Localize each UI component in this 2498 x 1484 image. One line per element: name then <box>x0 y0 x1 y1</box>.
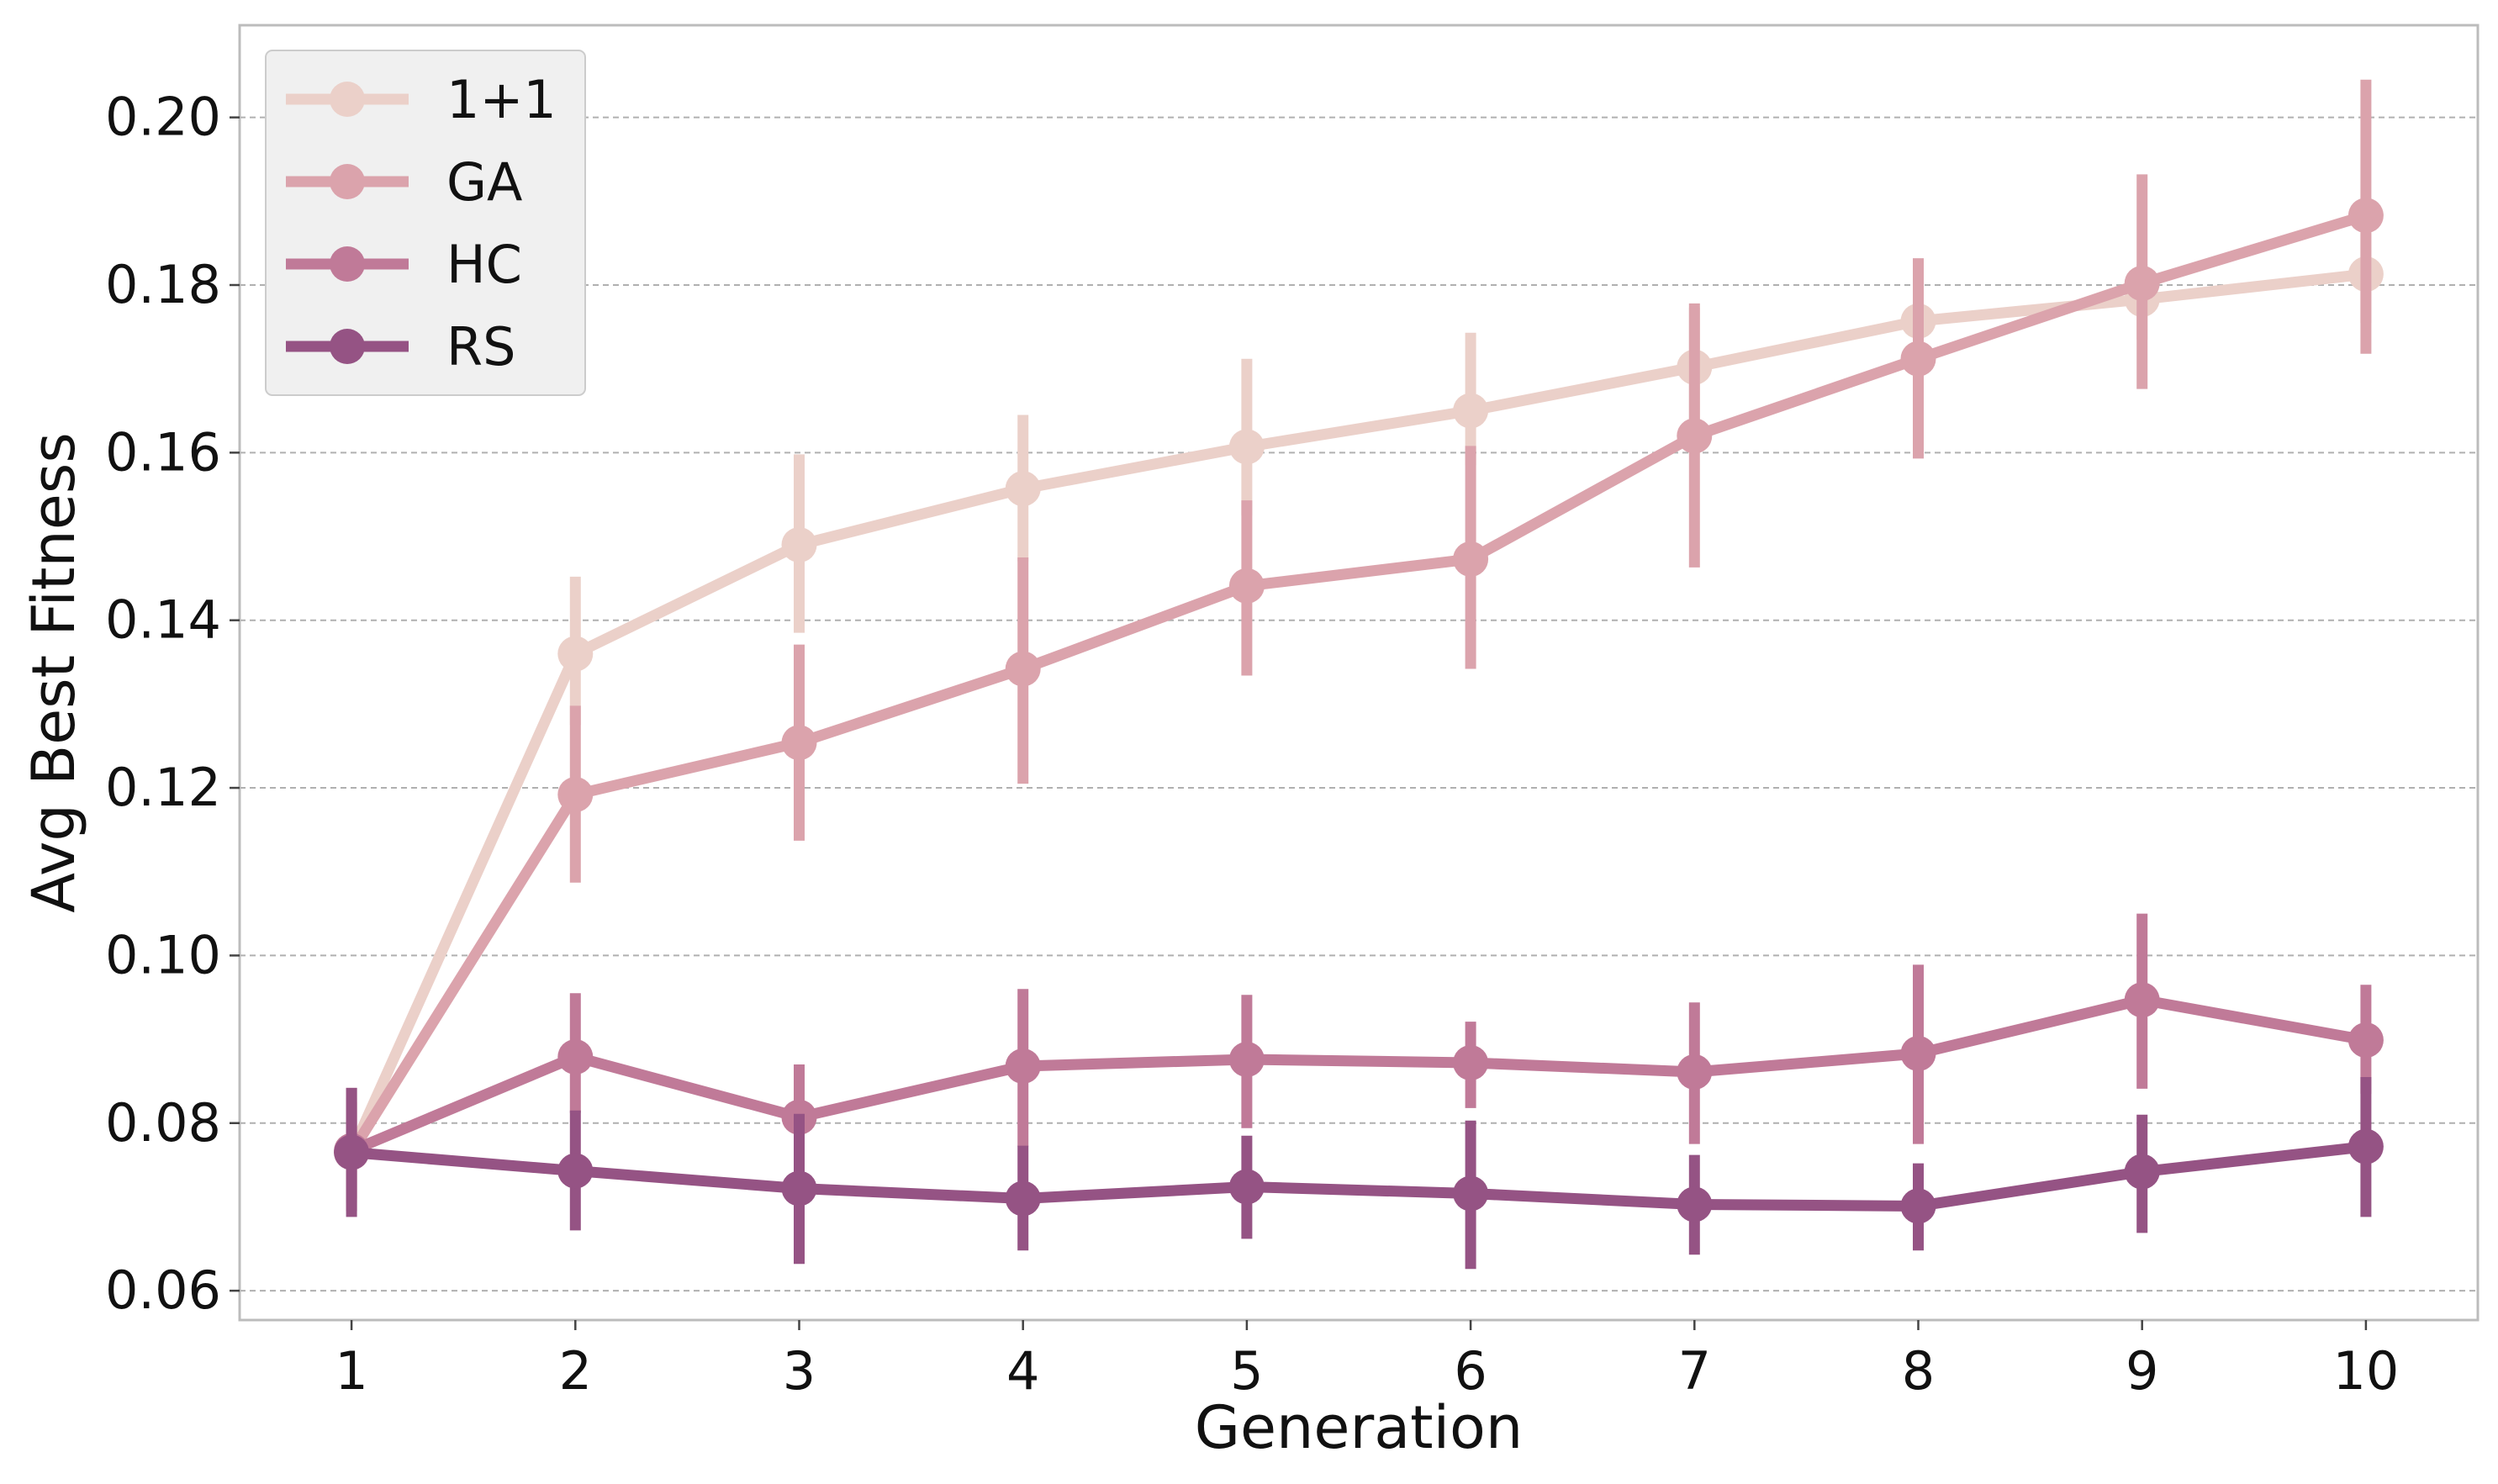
data-point <box>781 1170 817 1207</box>
legend-box <box>265 50 586 396</box>
data-point <box>2347 1022 2384 1059</box>
x-tick-label: 2 <box>559 1340 592 1402</box>
y-tick-label: 0.06 <box>105 1260 221 1321</box>
legend-item-GA: GA <box>286 151 522 213</box>
data-point <box>1900 1036 1936 1072</box>
y-tick-label: 0.18 <box>105 254 221 315</box>
data-point <box>1677 1054 1713 1090</box>
x-tick-label: 9 <box>2126 1340 2158 1402</box>
data-point <box>2124 1154 2160 1190</box>
series-line <box>346 1141 2372 1212</box>
data-point <box>2347 1128 2384 1164</box>
data-point <box>1005 1048 1041 1084</box>
x-tick-label: 5 <box>1230 1340 1263 1402</box>
data-point <box>1228 1042 1265 1078</box>
legend: 1+1 GA HC RS <box>265 50 586 396</box>
y-tick-label: 0.12 <box>105 757 221 818</box>
data-point <box>1005 471 1041 507</box>
plot-frame <box>238 24 2480 1322</box>
x-tick-label: 7 <box>1678 1340 1711 1402</box>
y-tick-label: 0.20 <box>105 87 221 148</box>
data-point <box>1228 568 1265 604</box>
series-line <box>346 994 2372 1157</box>
data-point <box>557 777 594 813</box>
data-point <box>2124 266 2160 302</box>
legend-item-RS: RS <box>286 316 515 378</box>
series-line <box>346 268 2372 1159</box>
x-tick-label: 4 <box>1006 1340 1039 1402</box>
x-tick-label: 3 <box>783 1340 816 1402</box>
data-point <box>1453 541 1489 577</box>
series-line <box>346 209 2372 1159</box>
legend-label: GA <box>446 151 522 213</box>
legend-item-HC: HC <box>286 234 522 295</box>
data-point <box>1228 1169 1265 1205</box>
x-tick-label: 10 <box>2332 1340 2399 1402</box>
data-point <box>2347 198 2384 234</box>
data-point <box>1228 429 1265 465</box>
data-point <box>1453 1044 1489 1080</box>
x-tick-label: 8 <box>1902 1340 1935 1402</box>
data-point <box>1900 1188 1936 1224</box>
data-point <box>1677 418 1713 454</box>
series-RS <box>334 1076 2384 1270</box>
data-point <box>1453 1175 1489 1212</box>
legend-item-1+1: 1+1 <box>286 69 557 130</box>
x-tick-label: 6 <box>1454 1340 1487 1402</box>
data-point <box>557 1039 594 1075</box>
data-point <box>557 1153 594 1189</box>
data-point <box>1677 1186 1713 1223</box>
y-tick-label: 0.10 <box>105 924 221 985</box>
plot-series <box>334 79 2384 1270</box>
legend-swatch-marker <box>330 246 365 282</box>
data-point <box>781 526 817 562</box>
y-axis-title: Avg Best Fitness <box>19 432 88 913</box>
data-point <box>1900 341 1936 377</box>
legend-swatch-marker <box>330 82 365 117</box>
legend-label: RS <box>446 316 515 378</box>
x-tick-label: 1 <box>335 1340 367 1402</box>
data-point <box>557 636 594 672</box>
legend-swatch-marker <box>330 329 365 364</box>
legend-label: HC <box>446 234 522 295</box>
x-axis-title: Generation <box>1195 1393 1524 1462</box>
data-point <box>781 725 817 761</box>
data-point <box>1005 651 1041 687</box>
data-point <box>334 1134 370 1170</box>
data-point <box>1453 393 1489 429</box>
data-point <box>1005 1180 1041 1217</box>
axis-ticks: 0.06 0.08 0.10 0.12 0.14 0.16 0.18 0.20 1 2 3 4 5 6 7 8… <box>105 87 2399 1402</box>
series-GA <box>334 79 2384 1199</box>
data-point <box>2124 982 2160 1018</box>
y-tick-label: 0.16 <box>105 421 221 483</box>
y-tick-label: 0.14 <box>105 589 221 651</box>
y-tick-label: 0.08 <box>105 1092 221 1154</box>
legend-swatch-marker <box>330 164 365 199</box>
legend-label: 1+1 <box>446 69 557 130</box>
